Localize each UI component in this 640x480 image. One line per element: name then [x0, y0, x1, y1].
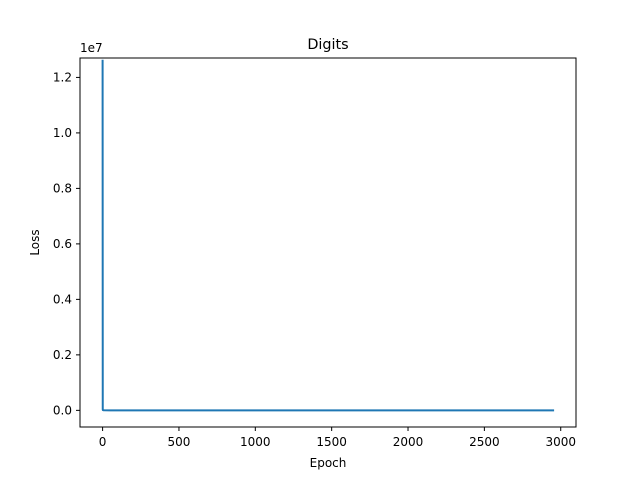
- y-tick-label: 1.0: [53, 126, 72, 140]
- x-axis-label: Epoch: [310, 456, 347, 470]
- plot-frame: [79, 57, 577, 428]
- x-tick-label: 3000: [545, 435, 576, 449]
- loss-series-line: [101, 59, 555, 412]
- x-tick-label: 1500: [316, 435, 347, 449]
- x-tick-label: 2500: [469, 435, 500, 449]
- y-tick-label: 1.2: [53, 70, 72, 84]
- y-axis-label: Loss: [28, 229, 42, 255]
- y-offset-label: 1e7: [80, 41, 103, 55]
- y-tick-label: 0.8: [53, 181, 72, 195]
- y-tick-label: 0.4: [53, 292, 72, 306]
- x-tick-label: 1000: [240, 435, 271, 449]
- chart-title: Digits: [307, 37, 348, 53]
- y-tick-label: 0.2: [53, 348, 72, 362]
- x-tick-label: 500: [168, 435, 191, 449]
- x-tick-label: 0: [99, 435, 107, 449]
- y-tick-label: 0.0: [53, 403, 72, 417]
- y-tick-label: 0.6: [53, 237, 72, 251]
- x-tick-label: 2000: [393, 435, 424, 449]
- plot-area: [101, 59, 555, 412]
